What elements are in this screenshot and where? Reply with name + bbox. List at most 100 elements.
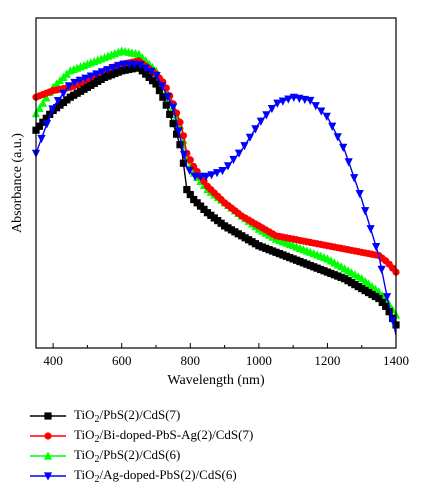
data-point <box>234 149 244 158</box>
data-point <box>262 111 271 120</box>
data-point <box>267 104 276 114</box>
data-point <box>361 207 370 216</box>
legend-label: TiO2/PbS(2)/CdS(6) <box>74 447 181 465</box>
data-point <box>92 70 101 79</box>
legend: TiO2/PbS(2)/CdS(7) TiO2/Bi-doped-PbS-Ag(2… <box>28 406 253 486</box>
data-point <box>162 101 170 109</box>
legend-marker <box>43 451 53 460</box>
data-point <box>388 316 397 325</box>
data-point <box>306 96 315 106</box>
data-point <box>42 93 51 102</box>
data-point <box>355 189 364 199</box>
data-point <box>333 133 342 142</box>
data-point <box>64 82 74 91</box>
data-point <box>163 92 172 102</box>
data-point <box>35 122 44 130</box>
data-point <box>378 298 386 307</box>
x-axis-ticks: 400 600 800 1000 1200 1400 <box>43 343 409 368</box>
data-point <box>322 112 331 121</box>
data-point <box>377 265 386 274</box>
legend-item: TiO2/PbS(2)/CdS(7) <box>28 406 253 426</box>
data-point <box>251 125 260 134</box>
data-point <box>86 72 95 81</box>
data-point <box>278 97 287 106</box>
data-point <box>166 110 174 118</box>
data-point <box>240 142 249 151</box>
data-point <box>114 61 123 71</box>
data-point <box>176 141 184 149</box>
data-point <box>385 308 393 316</box>
x-axis-title: Wavelength (nm) <box>167 373 265 388</box>
data-point <box>75 76 84 85</box>
data-point <box>172 130 181 138</box>
data-point <box>245 133 255 142</box>
data-point <box>37 134 46 144</box>
data-point <box>108 64 117 73</box>
data-point <box>152 80 160 88</box>
data-point <box>372 243 381 252</box>
data-point <box>81 74 90 83</box>
data-point <box>311 102 320 111</box>
data-point <box>125 60 134 69</box>
data-point <box>344 158 353 167</box>
x-tick-label: 1000 <box>246 353 272 368</box>
data-point <box>136 61 145 70</box>
x-tick-label: 400 <box>43 353 63 368</box>
data-point <box>350 174 359 183</box>
y-axis-title: Absorbance (a.u.) <box>10 133 25 233</box>
data-point <box>179 132 188 140</box>
legend-item: TiO2/Ag-doped-PbS(2)/CdS(6) <box>28 466 253 486</box>
data-point <box>169 103 178 112</box>
legend-swatch <box>30 472 66 481</box>
data-point <box>53 97 63 106</box>
data-point <box>229 155 238 165</box>
data-point <box>97 68 106 77</box>
data-point <box>186 190 194 199</box>
data-point <box>174 127 183 136</box>
data-point <box>59 89 68 98</box>
data-point <box>207 171 216 180</box>
data-point <box>190 172 200 181</box>
data-point <box>35 103 44 113</box>
data-point <box>141 64 150 73</box>
legend-label: TiO2/PbS(2)/CdS(7) <box>74 407 181 425</box>
data-point <box>180 151 189 160</box>
series-line <box>35 60 397 273</box>
data-point <box>375 294 383 303</box>
data-point <box>382 302 390 311</box>
data-point <box>179 159 188 167</box>
data-point <box>48 105 57 114</box>
data-point <box>256 117 266 126</box>
data-point <box>119 60 128 69</box>
legend-marker <box>44 432 52 440</box>
legend-marker <box>44 412 52 420</box>
data-point <box>223 162 233 171</box>
data-point <box>159 93 167 101</box>
data-point <box>176 118 184 126</box>
legend-label: TiO2/Bi-doped-PbS-Ag(2)/CdS(7) <box>74 427 254 445</box>
data-point <box>186 156 194 164</box>
x-tick-label: 1400 <box>383 353 409 368</box>
data-point <box>201 172 211 181</box>
data-point <box>103 66 112 75</box>
legend-item: TiO2/Bi-doped-PbS-Ag(2)/CdS(7) <box>28 426 253 446</box>
x-tick-label: 800 <box>181 353 201 368</box>
data-point <box>218 166 227 176</box>
data-point <box>158 82 167 91</box>
data-point <box>339 143 348 152</box>
legend-marker <box>43 472 53 481</box>
data-point <box>42 114 50 122</box>
data-point <box>382 293 392 302</box>
plot-frame <box>35 17 397 349</box>
data-point <box>169 120 177 128</box>
series-layer <box>31 46 401 335</box>
data-point <box>152 71 161 81</box>
data-point <box>366 225 375 234</box>
data-point <box>212 169 222 178</box>
data-point <box>39 118 47 126</box>
absorbance-chart: 400 600 800 1000 1200 1400 Wavelength (nm) Ab… <box>10 17 409 388</box>
legend-swatch <box>30 451 66 460</box>
data-point <box>317 107 326 116</box>
legend-item: TiO2/PbS(2)/CdS(6) <box>28 446 253 466</box>
data-point <box>42 120 52 129</box>
